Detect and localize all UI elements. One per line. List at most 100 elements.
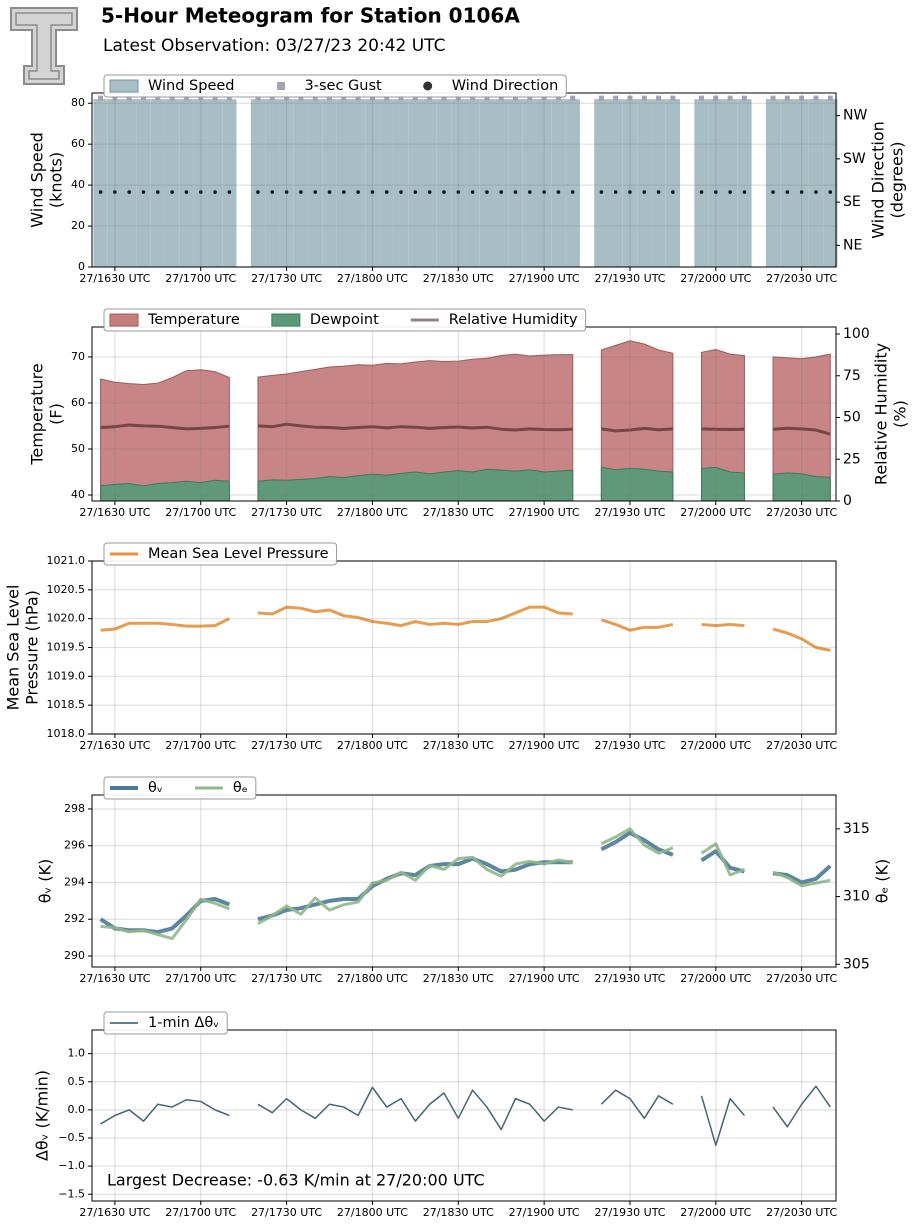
bar — [122, 99, 137, 267]
legend-label: Wind Direction — [452, 78, 559, 94]
y2-tick-label: NE — [843, 237, 862, 253]
bar — [608, 99, 623, 267]
y-tick-label: 70 — [71, 350, 85, 363]
bar — [708, 99, 723, 267]
x-tick-label: 27/1730 UTC — [251, 739, 322, 752]
gust-marker — [412, 95, 418, 101]
gust-marker — [555, 95, 561, 101]
gust-marker — [298, 95, 304, 101]
line — [257, 856, 573, 922]
y2-axis-label: Wind Direction — [869, 121, 888, 239]
gust-marker — [341, 95, 347, 101]
x-tick-label: 27/1930 UTC — [594, 506, 665, 519]
direction-marker — [399, 190, 403, 194]
gust-marker — [369, 95, 375, 101]
x-tick-label: 27/1900 UTC — [509, 739, 580, 752]
direction-marker — [156, 190, 160, 194]
y2-tick-label: SE — [843, 194, 861, 210]
direction-marker — [671, 190, 675, 194]
gust-marker — [226, 95, 232, 101]
x-tick-label: 27/1700 UTC — [165, 739, 236, 752]
direction-marker — [828, 190, 833, 194]
gust-marker — [641, 95, 647, 101]
y-tick-label: 20 — [71, 219, 85, 232]
bar — [637, 99, 652, 267]
gust-marker — [141, 95, 147, 101]
bar — [794, 99, 809, 267]
bar — [150, 99, 165, 267]
gust-marker — [98, 95, 104, 101]
bar — [823, 99, 838, 267]
legend-swatch — [277, 82, 285, 90]
bar — [322, 99, 337, 267]
legend-swatch — [109, 313, 139, 327]
panel: 27/1630 UTC 27/1700 UTC 27/1730 UTC 27/1800… — [4, 542, 837, 752]
legend-label: 1-min Δθᵥ — [148, 1015, 219, 1031]
legend-box — [103, 74, 567, 98]
legend-box — [103, 1011, 228, 1035]
legend: 1-min Δθᵥ — [103, 1011, 228, 1035]
bar — [222, 99, 237, 267]
grid-layer — [92, 1030, 836, 1201]
panel: 27/1630 UTC 27/1700 UTC 27/1730 UTC 27/1800… — [36, 776, 892, 985]
bar — [694, 99, 709, 267]
bar — [350, 99, 366, 267]
line — [100, 897, 230, 941]
direction-marker — [528, 190, 532, 194]
legend-swatch — [423, 81, 433, 91]
x-tick-label: 27/1800 UTC — [337, 506, 408, 519]
gust-marker — [570, 95, 576, 101]
direction-marker — [485, 190, 489, 194]
gust-marker — [799, 95, 805, 101]
line — [601, 426, 673, 433]
direction-marker — [642, 190, 647, 194]
y-axis-label: Δθᵥ (K/min) — [33, 1070, 52, 1161]
direction-marker — [499, 190, 504, 194]
bar — [479, 99, 495, 267]
y-tick-label: 1018.5 — [47, 698, 86, 711]
line — [257, 855, 574, 925]
bar — [408, 99, 423, 267]
y-tick-label: 1019.5 — [47, 641, 86, 654]
line — [99, 897, 231, 935]
legend-label: Wind Speed — [148, 78, 235, 94]
grid-layer — [92, 327, 836, 501]
legend-swatch — [109, 79, 139, 93]
y-tick-label: 0.0 — [68, 1103, 86, 1116]
direction-marker — [141, 190, 146, 194]
bar — [451, 99, 466, 267]
y-tick-label: −1.0 — [58, 1159, 85, 1172]
y-tick-label: 50 — [71, 442, 85, 455]
y-tick-label: 0 — [78, 260, 85, 273]
x-tick-label: 27/2030 UTC — [766, 739, 837, 752]
x-tick-label: 27/1700 UTC — [165, 972, 236, 985]
gust-marker — [541, 95, 547, 101]
legend-box — [103, 776, 257, 800]
direction-marker — [198, 190, 203, 194]
y-axis-label: Mean Sea Level — [4, 585, 23, 711]
direction-marker — [728, 190, 732, 194]
y-axis-label: (knots) — [47, 152, 66, 208]
panel: 27/1630 UTC 27/1700 UTC 27/1730 UTC 27/1800… — [33, 1011, 837, 1219]
logo — [10, 7, 78, 85]
x-tick-label: 27/1830 UTC — [423, 972, 494, 985]
x-tick-label: 27/1930 UTC — [594, 1206, 665, 1219]
bar — [622, 99, 638, 267]
legend-label: Mean Sea Level Pressure — [148, 546, 329, 562]
line — [701, 622, 745, 628]
bar — [808, 99, 824, 267]
gust-marker — [784, 95, 790, 101]
gust-marker — [670, 95, 676, 101]
y-axis-label: Temperature — [28, 363, 47, 465]
x-tick-label: 27/1930 UTC — [594, 739, 665, 752]
gust-marker — [613, 95, 619, 101]
x-tick-label: 27/1800 UTC — [337, 272, 408, 285]
series-layer — [100, 340, 831, 502]
direction-marker — [556, 190, 561, 194]
line — [600, 827, 674, 855]
gust-marker — [727, 95, 733, 101]
bar — [594, 99, 609, 267]
x-tick-label: 27/1900 UTC — [509, 1206, 580, 1219]
line — [257, 422, 573, 432]
